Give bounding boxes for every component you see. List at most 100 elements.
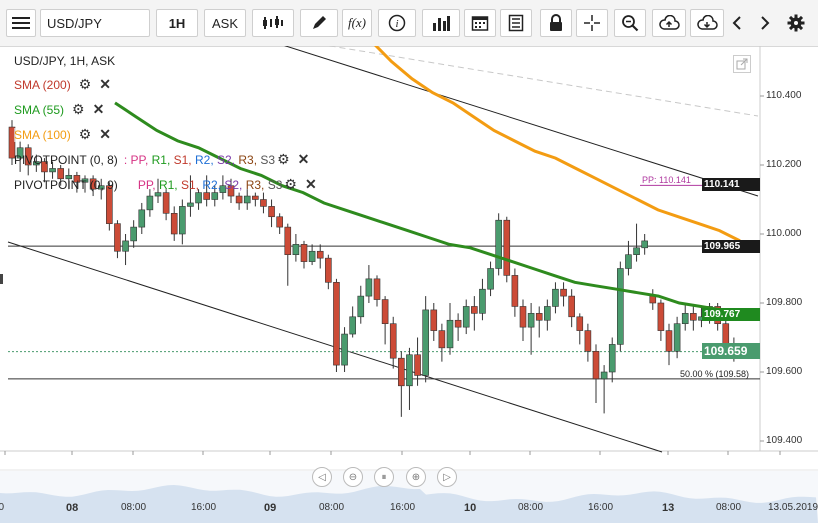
- chevron-right-icon: [761, 16, 770, 30]
- chart-header: USD/JPY, 1H, ASK: [14, 54, 115, 68]
- candle-body: [544, 306, 551, 321]
- nav-back-button[interactable]: ◁: [312, 467, 332, 487]
- x-tick-label: 16:00: [191, 502, 217, 513]
- fx-icon: f(x): [347, 15, 367, 30]
- x-tick-label: 09: [264, 502, 277, 514]
- candle-body: [57, 168, 64, 180]
- candle-body: [195, 192, 202, 204]
- pivot-tag: R3,: [245, 177, 268, 192]
- indicators-button[interactable]: f(x): [342, 9, 372, 37]
- candle-body: [146, 195, 154, 211]
- indicator-pivot-9: PIVOTPOINT (0, 9) PP, R1, S1, R2, S2, R3…: [14, 176, 317, 193]
- timeframe-button[interactable]: 1H: [156, 9, 198, 37]
- candle-body: [438, 330, 446, 349]
- gear-icon[interactable]: ⚙: [78, 76, 92, 92]
- candle-body: [471, 306, 478, 314]
- candle-body: [243, 195, 251, 204]
- candle-body: [657, 302, 665, 331]
- gear-icon: [787, 14, 805, 32]
- pivot-tag: S3: [260, 152, 276, 167]
- candle-body: [33, 161, 40, 166]
- zoom-button[interactable]: [614, 9, 646, 37]
- gear-icon[interactable]: ⚙: [277, 151, 290, 167]
- candle-body: [479, 288, 486, 314]
- pp-annotation: PP: 110.141: [642, 175, 691, 185]
- pivot-tag: R2,: [194, 152, 217, 167]
- candle-body: [89, 178, 97, 190]
- nav-forward-button[interactable]: ▷: [437, 467, 457, 487]
- gear-icon[interactable]: ⚙: [284, 176, 297, 192]
- draw-tool-button[interactable]: [300, 9, 338, 37]
- close-icon[interactable]: ✕: [92, 101, 105, 117]
- upper-channel-line: [269, 40, 759, 197]
- symbol-input[interactable]: USD/JPY: [40, 9, 150, 37]
- candle-body: [179, 206, 186, 235]
- volume-button[interactable]: [422, 9, 460, 37]
- candle-body: [527, 313, 535, 328]
- candle-body: [268, 206, 275, 218]
- indicator-label: PIVOTPOINT (0, 9): [14, 177, 118, 192]
- download-button[interactable]: [690, 9, 724, 37]
- back-button[interactable]: [724, 9, 750, 37]
- chart-type-button[interactable]: [252, 9, 294, 37]
- expand-button[interactable]: [733, 55, 751, 73]
- export-button[interactable]: [500, 9, 532, 37]
- candle-body: [398, 357, 405, 387]
- candle-body: [584, 330, 592, 352]
- price-type-button[interactable]: ASK: [204, 9, 246, 37]
- indicator-sma55: SMA (55) ⚙ ✕: [14, 101, 104, 118]
- gear-icon[interactable]: ⚙: [72, 101, 85, 117]
- close-icon[interactable]: ✕: [297, 151, 310, 167]
- candle-body: [552, 288, 559, 307]
- candle-body: [130, 226, 137, 242]
- candle-body: [568, 295, 575, 318]
- calendar-button[interactable]: [464, 9, 496, 37]
- pivot-tag: PP,: [137, 177, 159, 192]
- lock-button[interactable]: [540, 9, 572, 37]
- candle-body: [357, 295, 365, 318]
- y-tick-label: 110.400: [766, 90, 802, 101]
- menu-button[interactable]: [6, 9, 36, 37]
- chart-toolbar: USD/JPY 1H ASK f(x) i: [0, 0, 818, 47]
- candle-body: [16, 147, 24, 159]
- triangle-left-icon: ◁: [318, 471, 326, 483]
- close-icon[interactable]: ✕: [99, 126, 111, 142]
- upload-button[interactable]: [652, 9, 686, 37]
- symbol-text: USD/JPY: [47, 15, 102, 31]
- pivot-tag: S3: [267, 177, 283, 192]
- candle-body: [365, 278, 373, 297]
- candle-body: [462, 306, 470, 328]
- candle-body: [308, 250, 316, 262]
- zoom-out-button[interactable]: ⊖: [343, 467, 363, 487]
- close-icon[interactable]: ✕: [304, 176, 317, 192]
- settings-button[interactable]: [784, 9, 808, 37]
- fib-annotation: 50.00 % (109.58): [680, 369, 750, 379]
- crosshair-button[interactable]: [576, 9, 608, 37]
- candle-body: [381, 299, 389, 325]
- x-tick-label: 10: [464, 502, 477, 514]
- candle-body: [576, 316, 584, 331]
- cloud-upload-icon: [659, 15, 680, 30]
- zoom-out-icon: ⊖: [348, 471, 358, 483]
- candle-body: [673, 323, 681, 352]
- candle-body: [487, 268, 494, 290]
- x-tick-label: 08:00: [121, 502, 147, 513]
- zoom-in-button[interactable]: ⊕: [406, 467, 426, 487]
- dashed-trendline: [299, 40, 759, 117]
- reset-view-button[interactable]: ⏸: [374, 467, 394, 487]
- pivot-tag: S1,: [180, 177, 203, 192]
- close-icon[interactable]: ✕: [99, 76, 111, 92]
- info-button[interactable]: i: [378, 9, 416, 37]
- lock-icon: [550, 14, 562, 31]
- candle-body: [97, 185, 105, 190]
- pivot-tag: R1,: [151, 152, 174, 167]
- gear-icon[interactable]: ⚙: [78, 126, 92, 142]
- candle-body: [65, 175, 73, 180]
- y-tick-label: 109.600: [766, 366, 803, 377]
- candle-body: [122, 240, 129, 252]
- candle-body: [187, 202, 194, 207]
- candle-body: [114, 223, 121, 252]
- forward-button[interactable]: [752, 9, 778, 37]
